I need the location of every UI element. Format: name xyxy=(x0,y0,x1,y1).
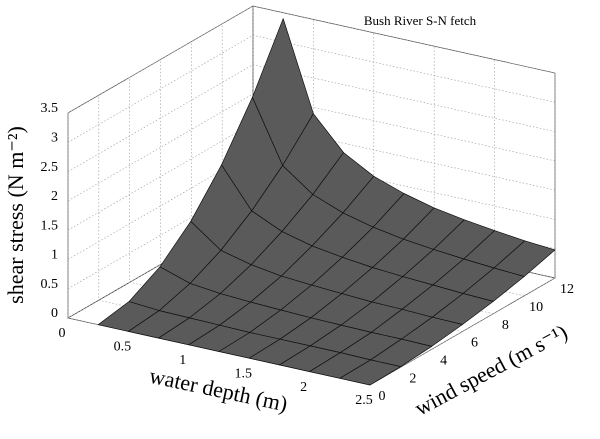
y-tick-label: 4 xyxy=(440,354,447,369)
z-tick-label: 3 xyxy=(51,131,58,146)
x-tick-label: 1.5 xyxy=(234,366,252,381)
x-tick-label: 2.5 xyxy=(355,393,373,408)
z-tick-label: 1.5 xyxy=(41,218,59,233)
chart-title: Bush River S-N fetch xyxy=(364,13,477,28)
z-tick-label: 3.5 xyxy=(41,101,59,116)
z-tick-label: 0.5 xyxy=(41,277,59,292)
y-tick-label: 2 xyxy=(409,371,416,386)
grid-line xyxy=(129,77,432,350)
z-tick-label: 1 xyxy=(51,248,58,263)
x-tick-label: 0 xyxy=(59,326,66,341)
grid-line xyxy=(67,5,556,114)
y-tick-label: 10 xyxy=(529,300,543,315)
x-tick-label: 1 xyxy=(179,353,186,368)
y-tick-label: 12 xyxy=(560,282,574,297)
y-tick-label: 8 xyxy=(502,318,509,333)
z-tick-label: 2 xyxy=(51,189,58,204)
y-tick-label: 6 xyxy=(471,336,478,351)
grid-line xyxy=(67,93,556,202)
x-axis-title: water depth (m) xyxy=(147,363,290,417)
grid-line xyxy=(98,95,401,368)
z-tick-label: 0 xyxy=(51,306,58,321)
grid-line xyxy=(160,59,463,332)
z-axis-title: shear stress (N m⁻²) xyxy=(3,126,28,304)
x-tick-label: 2 xyxy=(300,380,307,395)
grid-line xyxy=(67,113,371,386)
z-tick-label: 2.5 xyxy=(41,160,59,175)
y-tick-label: 0 xyxy=(379,389,386,404)
x-tick-label: 0.5 xyxy=(114,340,132,355)
surface-patch xyxy=(339,359,402,386)
